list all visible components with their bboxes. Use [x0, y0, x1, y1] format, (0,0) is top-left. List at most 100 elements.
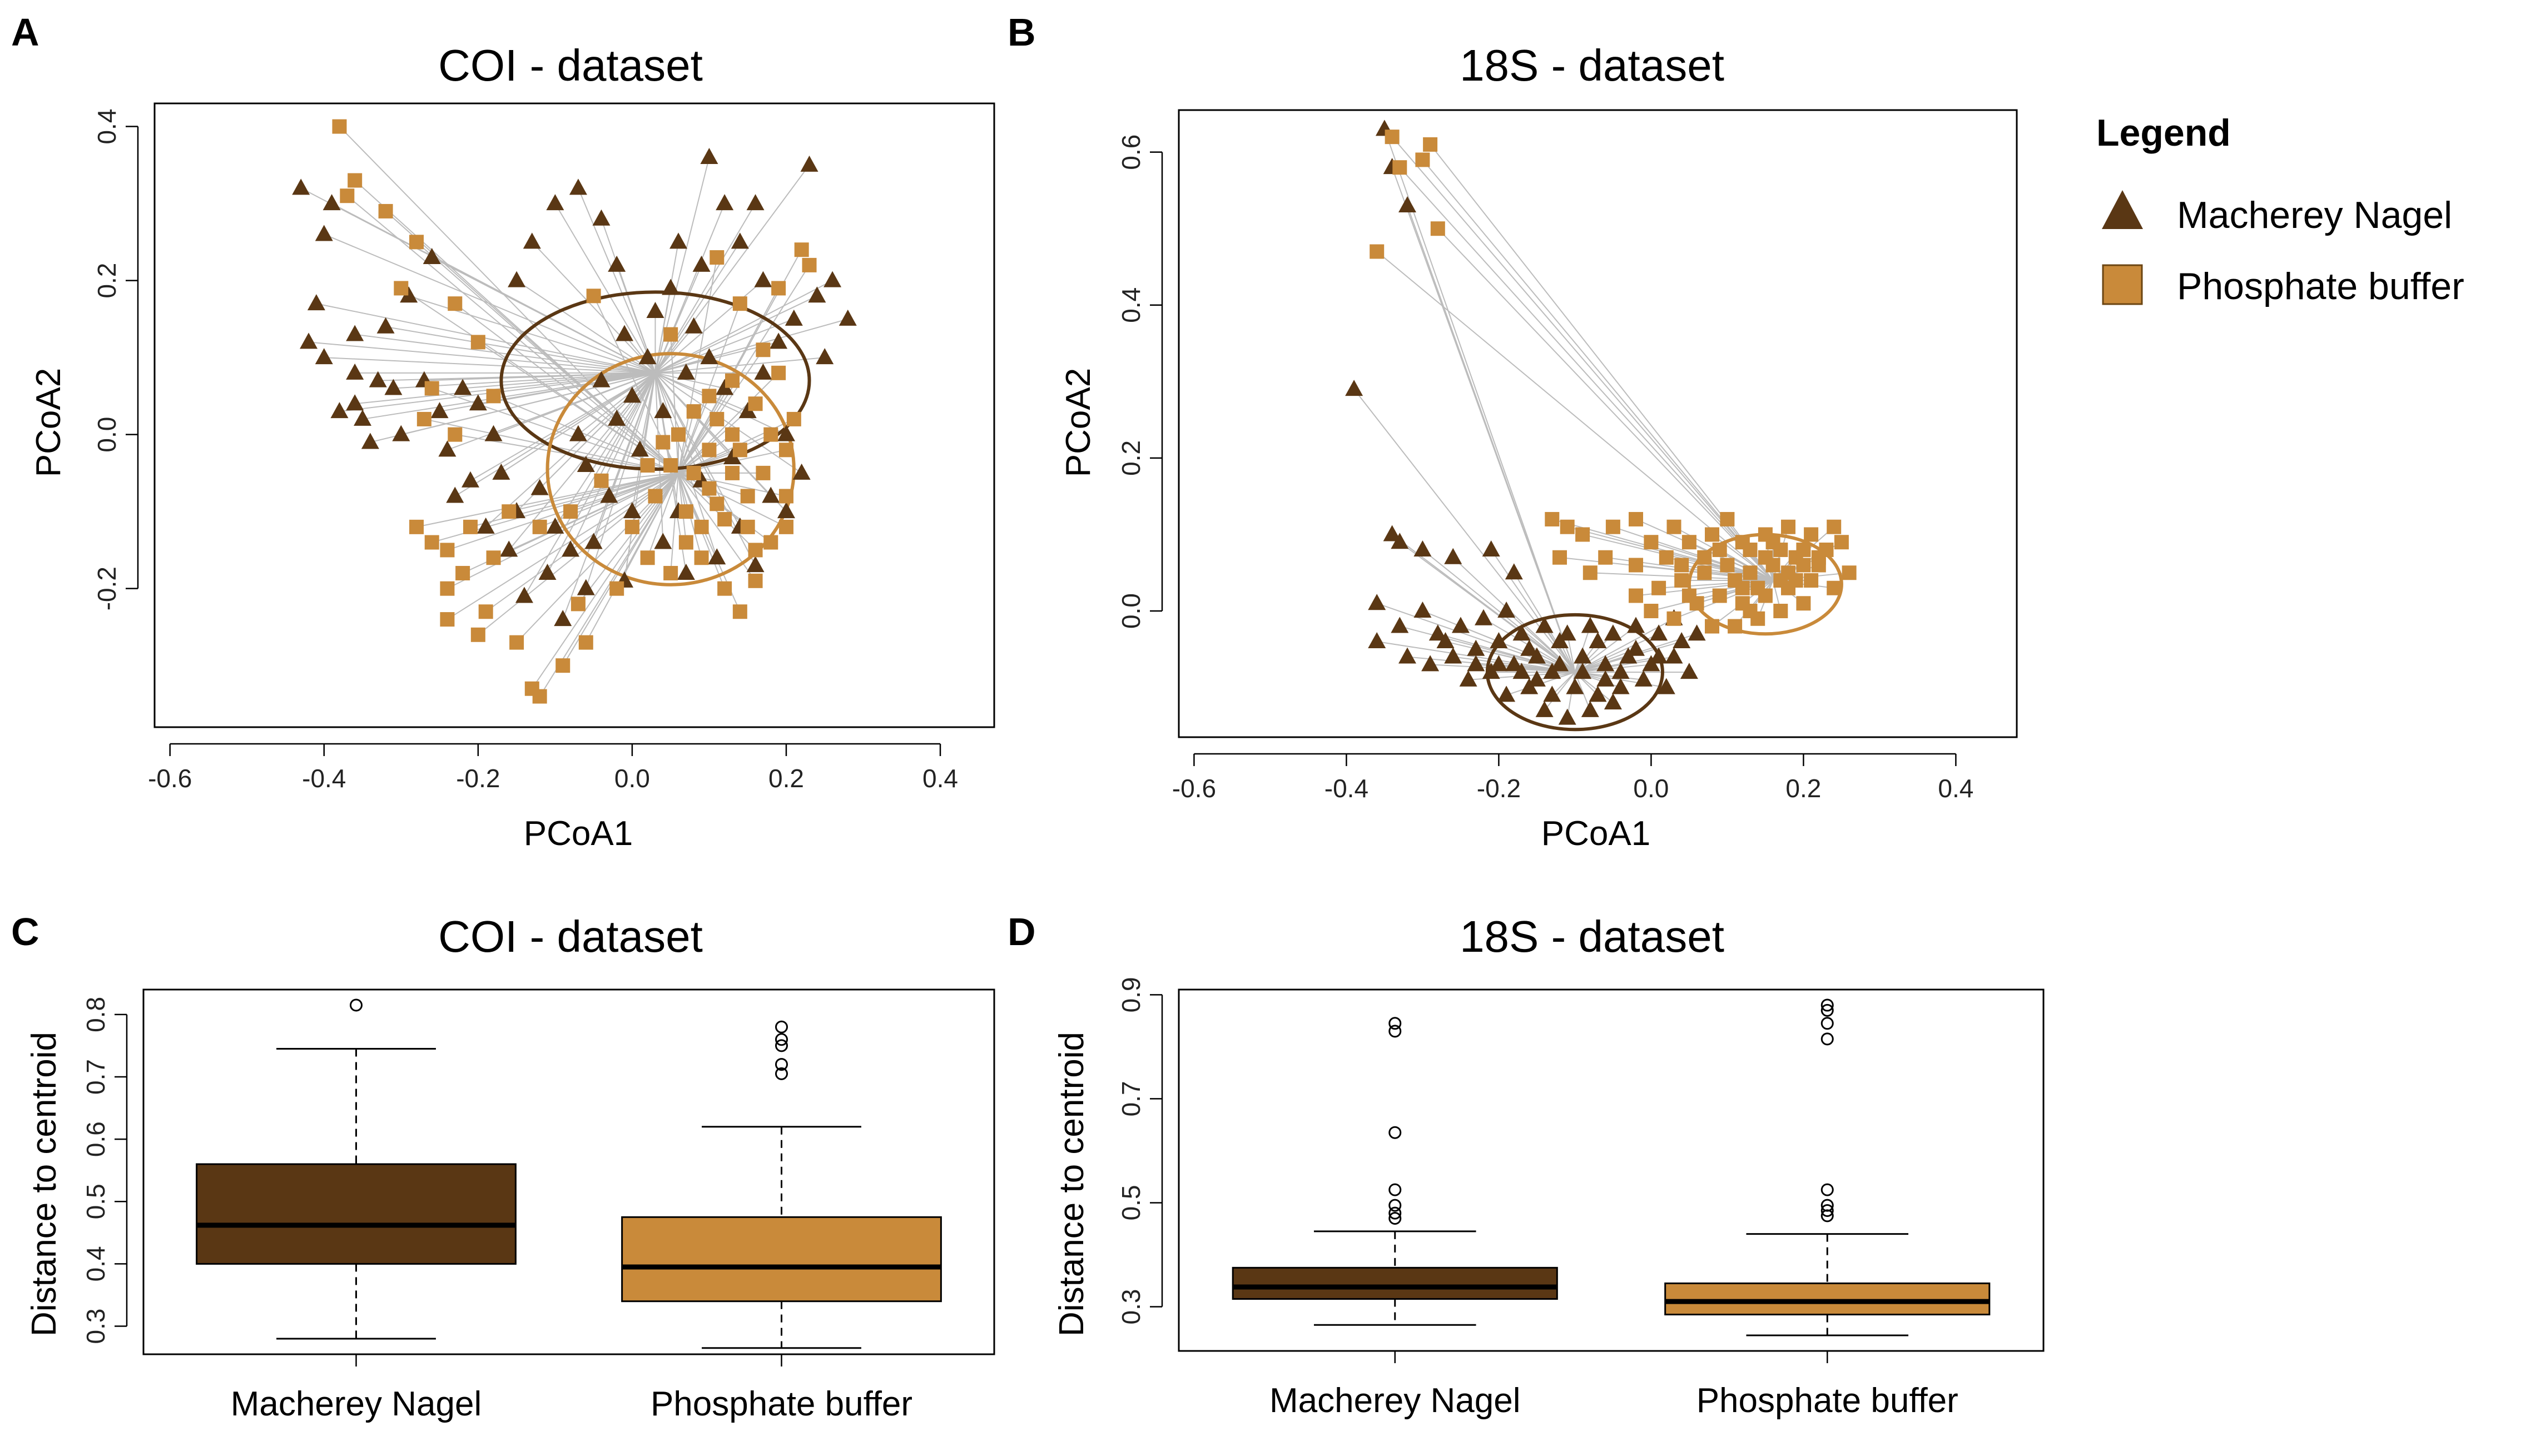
panel-b-title: 18S - dataset [1460, 41, 1724, 90]
panel-d-outlier-phosphate-buffer [1820, 1199, 1834, 1212]
panel-a-point-phosphate-buffer [663, 458, 678, 473]
panel-a-spider-line [678, 473, 702, 528]
panel-b-point-macherey-nagel [1611, 678, 1630, 694]
panel-b-point-macherey-nagel [1543, 685, 1561, 702]
panel-a-y-tick-label: -0.2 [92, 567, 121, 610]
panel-b-point-macherey-nagel [1589, 632, 1607, 649]
panel-a-point-macherey-nagel [839, 309, 857, 326]
panel-b-point-macherey-nagel [1627, 617, 1645, 633]
panel-a-spider-line [485, 473, 679, 613]
panel-b-spider-line [1399, 167, 1774, 581]
panel-b-spider-line [1391, 136, 1774, 581]
panel-d-18s-boxplot: 18S - dataset Distance to centroid 0.30.… [1053, 912, 2045, 1420]
panel-b-spider-line [1353, 389, 1576, 673]
panel-a-point-macherey-nagel [731, 232, 749, 249]
panel-b-point-macherey-nagel [1673, 632, 1691, 649]
panel-b-point-macherey-nagel [1665, 647, 1683, 664]
panel-b-point-macherey-nagel [1475, 609, 1492, 625]
panel-a-point-phosphate-buffer [771, 365, 786, 380]
panel-b-point-macherey-nagel [1596, 670, 1615, 687]
panel-b-point-macherey-nagel [1520, 639, 1539, 656]
panel-b-y-tick-label: 0.4 [1117, 287, 1145, 323]
panel-a-spider-line [647, 473, 679, 558]
panel-b-point-macherey-nagel [1558, 624, 1576, 641]
panel-b-point-macherey-nagel [1383, 525, 1401, 541]
panel-b-point-macherey-nagel [1391, 533, 1409, 549]
panel-a-point-macherey-nagel [400, 286, 418, 303]
panel-a-point-phosphate-buffer [424, 535, 439, 550]
panel-a-point-macherey-nagel [392, 425, 410, 441]
panel-a-spider-line [547, 372, 656, 574]
panel-a-point-phosphate-buffer [532, 519, 547, 534]
panel-a-spider-line [670, 473, 679, 574]
panel-b-spider-line [1506, 610, 1576, 673]
panel-b-point-macherey-nagel [1543, 663, 1561, 679]
panel-letter-b: B [1008, 11, 1036, 54]
panel-a-point-macherey-nagel [500, 540, 518, 557]
panel-a-spider-line [670, 334, 679, 473]
panel-d-title: 18S - dataset [1460, 912, 1724, 961]
panel-b-point-phosphate-buffer [1796, 558, 1811, 573]
panel-a-point-macherey-nagel [608, 255, 626, 272]
panel-b-point-macherey-nagel [1574, 663, 1592, 679]
square-icon [2103, 265, 2142, 304]
panel-b-point-macherey-nagel [1657, 678, 1675, 694]
panel-b-point-phosphate-buffer [1705, 527, 1719, 542]
panel-a-y-tick-label: 0.2 [92, 263, 121, 299]
panel-a-x-tick-label: 0.0 [614, 764, 650, 793]
panel-a-point-macherey-nagel [554, 610, 572, 627]
panel-a-point-phosphate-buffer [710, 411, 725, 426]
panel-b-point-phosphate-buffer [1827, 519, 1842, 534]
panel-a-point-macherey-nagel [584, 533, 603, 549]
panel-a-point-phosphate-buffer [624, 519, 639, 534]
panel-a-point-phosphate-buffer [756, 342, 771, 357]
panel-a-point-phosphate-buffer [732, 296, 747, 311]
panel-a-ellipse-macherey-nagel [499, 290, 811, 471]
panel-b-point-phosphate-buffer [1773, 604, 1788, 619]
panel-b-point-macherey-nagel [1634, 670, 1653, 687]
panel-d-box-phosphate-buffer [1664, 1282, 1991, 1316]
panel-a-point-phosphate-buffer [609, 581, 624, 596]
panel-b-spider-line [1452, 557, 1576, 673]
panel-b-x-tick-label: 0.2 [1785, 774, 1821, 803]
panel-d-outlier-macherey-nagel [1388, 1017, 1402, 1030]
panel-b-point-phosphate-buffer [1712, 542, 1727, 557]
panel-d-outlier-macherey-nagel [1388, 1199, 1402, 1212]
panel-b-y-tick-label: 0.0 [1117, 593, 1145, 629]
panel-d-outlier-macherey-nagel [1388, 1126, 1402, 1139]
panel-a-point-macherey-nagel [777, 502, 795, 519]
panel-b-point-phosphate-buffer [1659, 550, 1674, 565]
panel-a-point-phosphate-buffer [710, 250, 725, 265]
panel-b-spider-line [1681, 564, 1773, 581]
panel-b-point-macherey-nagel [1497, 602, 1516, 618]
panel-c-coi-boxplot: COI - dataset Distance to centroid 0.30.… [25, 912, 995, 1423]
panel-a-point-phosphate-buffer [563, 504, 578, 519]
panel-a-point-phosphate-buffer [802, 257, 817, 272]
panel-d-y-tick-label: 0.3 [1117, 1289, 1145, 1325]
panel-a-point-macherey-nagel [669, 232, 688, 249]
panel-d-outlier-macherey-nagel [1388, 1212, 1402, 1225]
panel-a-spider-line [578, 372, 656, 435]
panel-a-spider-line [654, 241, 741, 374]
panel-b-point-phosphate-buffer [1697, 550, 1712, 565]
panel-b-point-phosphate-buffer [1430, 221, 1445, 236]
panel-a-ellipse-phosphate-buffer [545, 352, 796, 587]
panel-b-point-macherey-nagel [1444, 647, 1462, 664]
panel-a-point-phosphate-buffer [694, 519, 709, 534]
panel-a-spider-line [416, 241, 679, 474]
panel-b-point-macherey-nagel [1505, 655, 1523, 672]
panel-b-point-macherey-nagel [1459, 670, 1477, 687]
panel-a-point-phosphate-buffer [725, 373, 740, 388]
panel-b-point-phosphate-buffer [1681, 535, 1696, 550]
panel-a-point-phosphate-buffer [409, 519, 424, 534]
panel-a-spider-line [654, 372, 741, 528]
panel-a-point-macherey-nagel [523, 232, 541, 249]
panel-c-y-tick-label: 0.5 [81, 1184, 110, 1219]
panel-b-point-macherey-nagel [1558, 708, 1576, 725]
panel-b-point-macherey-nagel [1627, 639, 1645, 656]
panel-b-spider-line [1574, 633, 1659, 673]
panel-b-point-phosphate-buffer [1842, 565, 1857, 580]
panel-b-point-phosphate-buffer [1773, 573, 1788, 588]
panel-letter-d: D [1008, 910, 1036, 953]
